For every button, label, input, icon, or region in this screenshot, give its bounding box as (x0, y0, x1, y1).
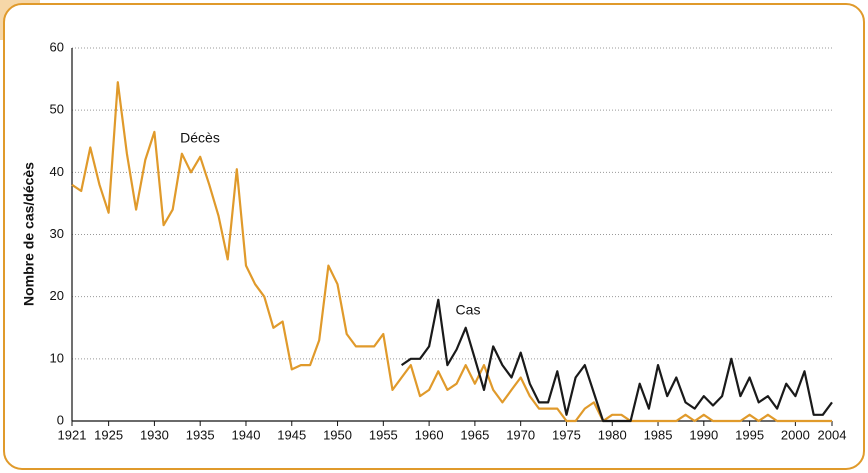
x-tick-label: 1925 (94, 427, 123, 442)
series-label: Cas (456, 302, 481, 318)
y-tick-label: 0 (57, 412, 64, 427)
y-tick-label: 40 (50, 164, 64, 179)
x-tick-label: 1930 (140, 427, 169, 442)
y-tick-label: 30 (50, 226, 64, 241)
x-tick-label: 2004 (818, 427, 847, 442)
y-tick-label: 20 (50, 288, 64, 303)
y-tick-label: 60 (50, 39, 64, 54)
x-tick-label: 1960 (415, 427, 444, 442)
x-tick-label: 1921 (58, 427, 87, 442)
x-tick-label: 1990 (689, 427, 718, 442)
x-tick-label: 1995 (735, 427, 764, 442)
x-tick-label: 1940 (232, 427, 261, 442)
x-tick-label: 1985 (644, 427, 673, 442)
series-label: Décès (180, 130, 220, 146)
frame (3, 3, 865, 470)
series-line (400, 298, 833, 423)
x-tick-label: 1980 (598, 427, 627, 442)
x-tick-label: 1935 (186, 427, 215, 442)
x-tick-label: 1965 (460, 427, 489, 442)
series-line (71, 81, 832, 423)
x-tick-label: 2000 (781, 427, 810, 442)
x-tick-label: 1975 (552, 427, 581, 442)
y-tick-label: 50 (50, 102, 64, 117)
x-tick-label: 1955 (369, 427, 398, 442)
x-tick-label: 1950 (323, 427, 352, 442)
y-axis-label: Nombre de cas/décès (21, 162, 37, 306)
y-tick-label: 10 (50, 350, 64, 365)
x-tick-label: 1970 (506, 427, 535, 442)
x-tick-label: 1945 (277, 427, 306, 442)
